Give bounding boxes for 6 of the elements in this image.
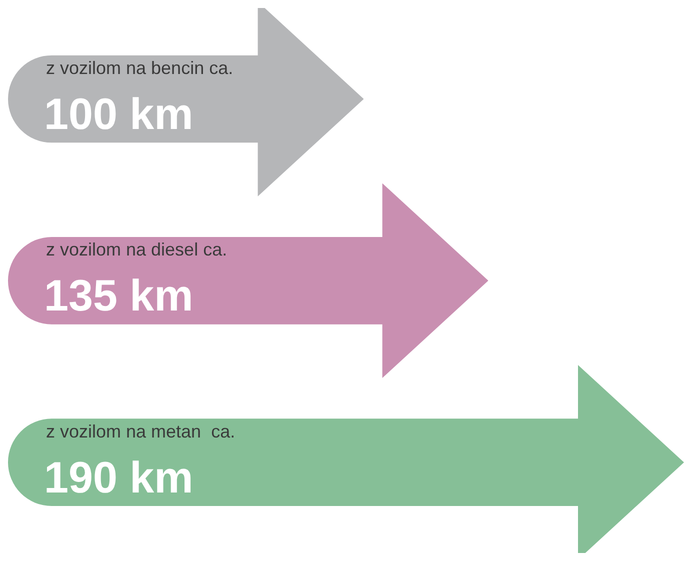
annotation: z vozilom na bencin ca. xyxy=(46,58,234,78)
data-label: 100 km xyxy=(44,90,194,139)
data-label: 135 km xyxy=(44,272,194,321)
annotation: z vozilom na metan ca. xyxy=(46,421,236,442)
annotation: z vozilom na diesel ca. xyxy=(46,240,228,260)
data-label: 190 km xyxy=(44,453,194,502)
